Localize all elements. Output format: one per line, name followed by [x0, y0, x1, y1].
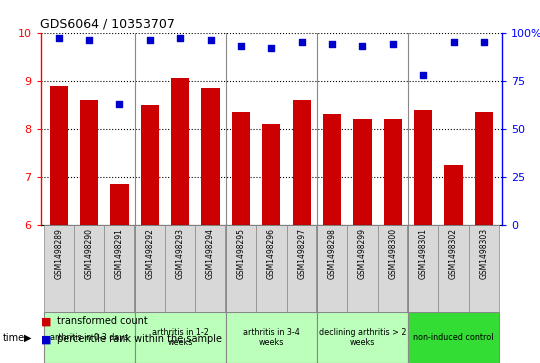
- Text: GSM1498303: GSM1498303: [480, 228, 489, 279]
- Text: arthritis in 3-4
weeks: arthritis in 3-4 weeks: [243, 328, 300, 347]
- Bar: [226, 225, 256, 312]
- Text: transformed count: transformed count: [57, 316, 147, 326]
- Text: ■: ■: [40, 334, 51, 344]
- Point: [358, 43, 367, 49]
- Text: GDS6064 / 10353707: GDS6064 / 10353707: [40, 17, 176, 30]
- Text: ■: ■: [40, 316, 51, 326]
- Text: GSM1498300: GSM1498300: [388, 228, 397, 279]
- Bar: [384, 119, 402, 225]
- Point: [85, 37, 93, 43]
- Bar: [377, 225, 408, 312]
- Point: [237, 43, 245, 49]
- Bar: [469, 225, 499, 312]
- Text: GSM1498302: GSM1498302: [449, 228, 458, 279]
- Bar: [353, 119, 372, 225]
- Bar: [293, 100, 311, 225]
- Text: ▶: ▶: [24, 333, 31, 343]
- Bar: [104, 225, 134, 312]
- Bar: [414, 110, 433, 225]
- Bar: [232, 112, 250, 225]
- Text: GSM1498292: GSM1498292: [145, 228, 154, 278]
- Bar: [80, 100, 98, 225]
- Text: GSM1498299: GSM1498299: [358, 228, 367, 279]
- Bar: [256, 225, 287, 312]
- Text: GSM1498296: GSM1498296: [267, 228, 276, 279]
- Bar: [262, 124, 280, 225]
- Point: [115, 101, 124, 107]
- Bar: [44, 312, 134, 363]
- Bar: [44, 225, 74, 312]
- Text: GSM1498290: GSM1498290: [85, 228, 93, 279]
- Text: GSM1498293: GSM1498293: [176, 228, 185, 279]
- Bar: [287, 225, 317, 312]
- Bar: [195, 225, 226, 312]
- Text: GSM1498294: GSM1498294: [206, 228, 215, 279]
- Bar: [134, 225, 165, 312]
- Point: [449, 39, 458, 45]
- Text: GSM1498298: GSM1498298: [328, 228, 336, 278]
- Point: [176, 36, 185, 41]
- Point: [328, 41, 336, 47]
- Point: [55, 36, 63, 41]
- Text: GSM1498297: GSM1498297: [297, 228, 306, 279]
- Bar: [226, 312, 317, 363]
- Bar: [110, 184, 129, 225]
- Point: [146, 37, 154, 43]
- Point: [480, 39, 488, 45]
- Bar: [165, 225, 195, 312]
- Bar: [408, 312, 499, 363]
- Text: arthritis in 1-2
weeks: arthritis in 1-2 weeks: [152, 328, 208, 347]
- Bar: [317, 225, 347, 312]
- Text: non-induced control: non-induced control: [413, 333, 494, 342]
- Bar: [323, 114, 341, 225]
- Bar: [444, 165, 463, 225]
- Bar: [438, 225, 469, 312]
- Point: [419, 72, 428, 78]
- Text: GSM1498291: GSM1498291: [115, 228, 124, 278]
- Bar: [74, 225, 104, 312]
- Bar: [50, 86, 68, 225]
- Text: arthritis in 0-3 days: arthritis in 0-3 days: [50, 333, 128, 342]
- Bar: [347, 225, 377, 312]
- Text: GSM1498301: GSM1498301: [418, 228, 428, 279]
- Point: [389, 41, 397, 47]
- Bar: [201, 88, 220, 225]
- Text: time: time: [3, 333, 25, 343]
- Bar: [141, 105, 159, 225]
- Bar: [317, 312, 408, 363]
- Text: GSM1498295: GSM1498295: [237, 228, 246, 279]
- Text: percentile rank within the sample: percentile rank within the sample: [57, 334, 222, 344]
- Text: declining arthritis > 2
weeks: declining arthritis > 2 weeks: [319, 328, 406, 347]
- Bar: [475, 112, 493, 225]
- Bar: [408, 225, 438, 312]
- Point: [267, 45, 276, 51]
- Bar: [171, 78, 190, 225]
- Text: GSM1498289: GSM1498289: [54, 228, 63, 278]
- Point: [298, 39, 306, 45]
- Point: [206, 37, 215, 43]
- Bar: [134, 312, 226, 363]
